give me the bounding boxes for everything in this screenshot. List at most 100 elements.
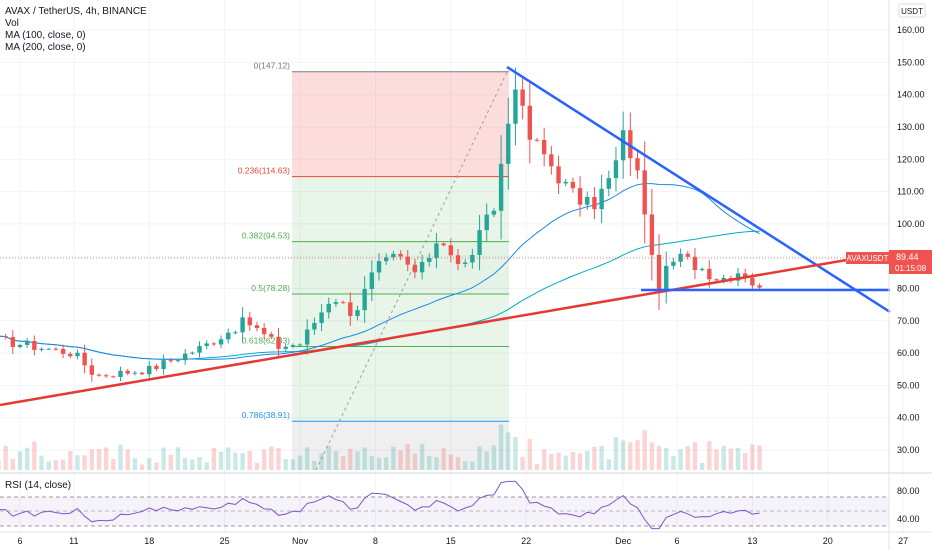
currency-box[interactable] [898,3,926,18]
candle-body [577,188,583,205]
volume-bar [577,453,583,470]
candle-body [32,341,37,350]
volume-legend[interactable]: Vol [5,18,19,29]
volume-bar [161,447,166,470]
volume-bar [68,451,73,470]
volume-bar [154,462,159,470]
candle-body [340,302,346,304]
volume-bar [103,447,109,470]
volume-bar [620,440,626,470]
candle-body [240,317,245,333]
rsi-pane [0,480,889,530]
time-tick-label: 18 [144,536,154,546]
candle-body [261,327,267,335]
candle-body [642,170,647,215]
volume-bar [218,451,224,470]
candle-body [89,365,95,375]
time-tick-label: Nov [292,536,309,546]
volume-bar [290,459,296,470]
rsi-legend[interactable]: RSI (14, close) [5,480,71,491]
candle-body [678,253,683,262]
price-tick-label: 160.00 [897,25,925,35]
volume-bar [362,447,367,470]
candle-body [470,254,475,263]
candle-body [427,257,432,262]
volume-bar [376,457,382,470]
fib-zone [292,241,509,295]
fib-level-label: 0.236(114.63) [238,166,290,176]
ma100-legend[interactable]: MA (100, close, 0) [5,30,86,41]
candle-body [39,348,44,350]
volume-bar [24,447,30,470]
volume-bar [118,444,123,470]
candle-body [707,268,712,280]
candle-body [53,348,59,350]
time-axis[interactable]: 6 11 18 25 Nov 8 15 22 Dec 6 13 20 27 [17,536,908,546]
candle-body [118,370,123,377]
volume-bar [10,458,16,470]
ma200-legend[interactable]: MA (200, close, 0) [5,42,86,53]
candle-body [599,188,604,210]
symbol-title[interactable]: AVAX / TetherUS, 4h, BINANCE [5,6,147,17]
currency-label: USDT [901,7,923,16]
candle-body [556,166,561,184]
volume-bar [269,446,274,470]
candle-body [254,325,260,328]
volume-bar [649,442,655,470]
fibonacci-trend-line[interactable] [315,69,509,471]
time-tick-label: 15 [446,536,456,546]
volume-bar [470,461,475,470]
candle-body [319,312,324,323]
candle-body [570,181,576,189]
candle-body [355,310,360,317]
volume-bar [369,456,375,470]
volume-bar [305,447,310,470]
volume-bar [541,449,547,470]
fib-level-label: 0.5(78.28) [251,283,290,293]
candle-body [455,255,461,265]
candle-body [656,254,662,290]
candle-body [743,273,748,278]
ascending-trendline[interactable] [0,254,871,407]
candle-body [714,279,719,281]
volume-bar [383,457,389,470]
volume-bar [333,451,339,470]
rsi-tick-80: 80.00 [897,486,920,496]
volume-bar [17,451,23,470]
candle-body [197,346,202,353]
volume-bar [340,456,346,470]
volume-bar [204,462,209,470]
volume-bar [743,453,748,470]
candle-body [75,352,80,357]
fib-zone [292,71,509,177]
candle-body [68,353,73,357]
volume-bar [728,448,734,470]
price-value-badge [889,250,932,274]
candle-body [233,332,238,334]
candle-body [161,360,166,370]
volume-bar [39,455,44,470]
candle-body [757,285,762,288]
price-tick-label: 70.00 [897,316,920,326]
candle-body [585,196,590,205]
time-tick-label: Dec [615,536,632,546]
candle-body [506,123,511,164]
candle-body [441,243,446,246]
volume-bar [520,456,525,470]
volume-bar [477,446,482,470]
volume-bar [664,447,669,470]
volume-bar [132,458,138,470]
candle-body [448,245,454,256]
price-axis[interactable]: 30.0040.0050.0060.0070.0080.0090.00100.0… [897,25,925,455]
volume-bar [527,438,533,470]
volume-bar [348,448,353,470]
symbol-badge [846,252,889,264]
volume-bar [599,445,604,470]
descending-trendline[interactable] [506,65,891,314]
candle-body [635,158,640,171]
candle-body [541,139,547,155]
candle-body [333,302,339,304]
candle-body [82,352,87,366]
